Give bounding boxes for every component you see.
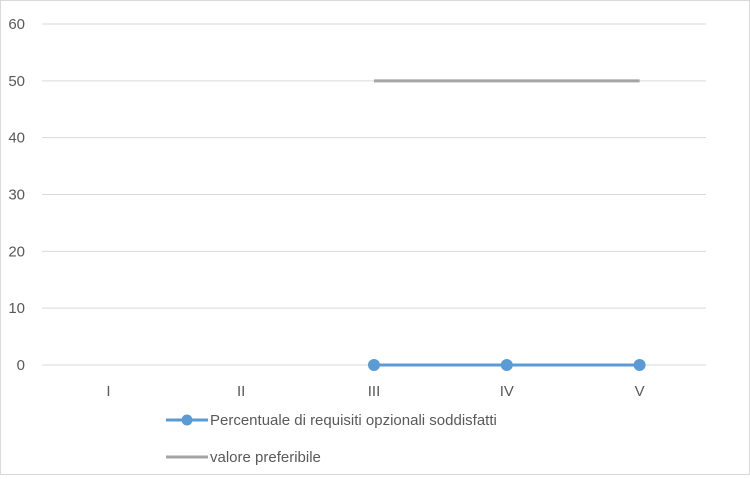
x-tick-label: I [106,383,110,400]
data-point-0-4 [633,359,646,371]
x-tick-label: II [237,383,245,400]
data-point-0-2 [368,359,380,371]
x-tick-label: III [368,383,381,400]
y-tick-label: 40 [8,130,25,147]
x-axis-tick-labels: I II III IV V [106,383,644,400]
y-tick-label: 60 [8,16,25,33]
y-tick-label: 20 [8,243,25,260]
y-tick-label: 0 [17,357,25,374]
y-axis-tick-labels: 0 10 20 30 40 50 60 [8,16,25,374]
legend-label: valore preferibile [210,449,321,466]
legend: Percentuale di requisiti opzionali soddi… [166,412,497,466]
legend-item-0: Percentuale di requisiti opzionali soddi… [166,412,497,429]
y-tick-label: 10 [8,300,25,317]
legend-label: Percentuale di requisiti opzionali soddi… [210,412,497,429]
gridlines [42,23,706,366]
y-tick-label: 50 [8,73,25,90]
y-tick-label: 30 [8,187,25,204]
series-0 [368,359,646,371]
x-tick-label: IV [500,383,514,400]
data-point-0-3 [500,359,513,371]
legend-item-1: valore preferibile [166,449,321,466]
series-layer [368,79,646,371]
x-tick-label: V [635,383,645,400]
legend-swatch-marker [181,414,193,426]
